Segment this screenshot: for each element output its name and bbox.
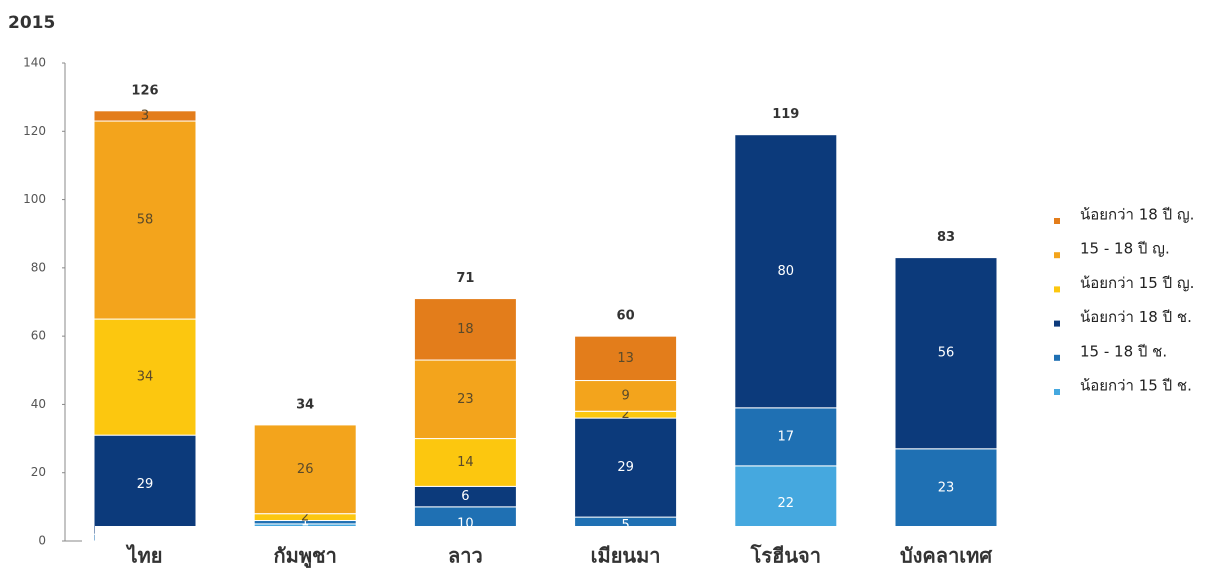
- legend-label: น้อยกว่า 18 ปี ญ.: [1080, 206, 1194, 224]
- x-tick-label: ลาว: [448, 544, 483, 568]
- total-label: 126: [131, 83, 158, 98]
- bar-segment: [894, 448, 998, 528]
- segment-label: 58: [137, 213, 154, 228]
- x-tick-label: กัมพูชา: [274, 544, 337, 570]
- bar-segment: [93, 110, 197, 122]
- total-label: 60: [617, 309, 635, 324]
- segment-label: 29: [617, 460, 634, 475]
- bar-segment: [894, 257, 998, 450]
- bar-segment: [413, 438, 517, 487]
- segment-label: 5: [621, 518, 629, 533]
- bar-segment: [93, 120, 197, 320]
- legend-swatch: [1054, 389, 1060, 395]
- x-tick-label: ไทย: [126, 544, 163, 568]
- legend-swatch: [1054, 286, 1060, 293]
- segment-label: 13: [617, 351, 634, 366]
- total-label: 34: [296, 397, 314, 412]
- total-label: 71: [456, 271, 474, 286]
- legend-label: น้อยกว่า 15 ปี ญ.: [1080, 274, 1194, 292]
- segment-label: 6: [461, 489, 469, 504]
- legend-label: น้อยกว่า 15 ปี ช.: [1080, 377, 1192, 395]
- bar-segment: [413, 359, 517, 440]
- y-tick-label: 60: [31, 329, 46, 343]
- segment-label: 17: [778, 429, 795, 444]
- x-tick-label: บังคลาเทศ: [900, 544, 993, 568]
- segment-label: 1: [301, 515, 309, 530]
- label-backdrop: [95, 526, 1005, 577]
- bar-segment: [574, 380, 678, 412]
- bar-segment: [413, 298, 517, 361]
- segment-label: 56: [938, 346, 955, 361]
- x-tick-label: เมียนมา: [591, 544, 661, 568]
- total-label: 119: [772, 107, 799, 122]
- segment-label: 29: [137, 477, 154, 492]
- segment-label: 23: [938, 481, 955, 496]
- segment-label: 23: [457, 392, 474, 407]
- bar-segment: [93, 434, 197, 535]
- segment-label: 3: [141, 108, 149, 123]
- segment-label: 2: [301, 510, 309, 525]
- legend-label: น้อยกว่า 18 ปี ช.: [1080, 308, 1192, 326]
- y-tick-label: 120: [23, 124, 46, 138]
- legend-swatch: [1054, 354, 1060, 361]
- segment-label: 2: [621, 407, 629, 422]
- segment-label: 26: [297, 462, 314, 477]
- y-tick-label: 80: [31, 260, 46, 274]
- segment-label: 18: [457, 322, 474, 337]
- y-tick-label: 20: [31, 465, 46, 479]
- bar-segment: [574, 335, 678, 382]
- y-tick-label: 0: [38, 534, 46, 548]
- bar-segment: [734, 134, 838, 409]
- legend-swatch: [1054, 218, 1060, 224]
- bar-segment: [734, 407, 838, 467]
- segment-label: 34: [137, 370, 154, 385]
- legend-swatch: [1054, 252, 1060, 259]
- x-tick-label: โรฮีนจา: [750, 544, 821, 568]
- bar-segment: [93, 318, 197, 436]
- legend-swatch: [1054, 320, 1060, 327]
- segment-label: 80: [778, 264, 795, 279]
- y-tick-label: 140: [23, 56, 46, 70]
- legend-label: 15 - 18 ปี ญ.: [1080, 240, 1170, 258]
- bar-segment: [574, 417, 678, 518]
- y-tick-label: 100: [23, 192, 46, 206]
- segment-label: 9: [621, 388, 629, 403]
- chart-title: 2015: [8, 13, 55, 33]
- bar-segment: [253, 424, 357, 515]
- total-label: 83: [937, 230, 955, 245]
- segment-label: 14: [457, 455, 474, 470]
- legend-label: 15 - 18 ปี ช.: [1080, 342, 1167, 360]
- y-tick-label: 40: [31, 397, 46, 411]
- segment-label: 22: [778, 496, 795, 511]
